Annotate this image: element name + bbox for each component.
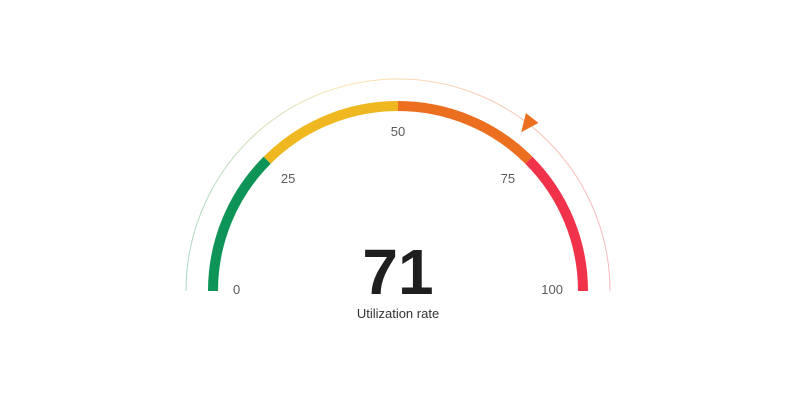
gauge-segments — [208, 101, 588, 292]
gauge-pointer-icon — [521, 113, 539, 133]
gauge-outer-track — [185, 78, 611, 292]
gauge-segment-3 — [525, 156, 588, 292]
gauge-segment-0 — [208, 156, 271, 292]
gauge-tick-label-0: 0 — [233, 282, 240, 297]
gauge-tick-label-25: 25 — [281, 171, 295, 186]
gauge-tick-label-50: 50 — [391, 124, 405, 139]
gauge-tick-label-100: 100 — [541, 282, 563, 297]
gauge-caption: Utilization rate — [357, 306, 439, 321]
gauge-segment-1 — [263, 101, 399, 164]
gauge-tick-labels: 0 25 50 75 100 — [233, 124, 563, 297]
gauge-tick-label-75: 75 — [501, 171, 515, 186]
gauge-segment-2 — [397, 101, 533, 164]
gauge-value: 71 — [362, 236, 433, 308]
